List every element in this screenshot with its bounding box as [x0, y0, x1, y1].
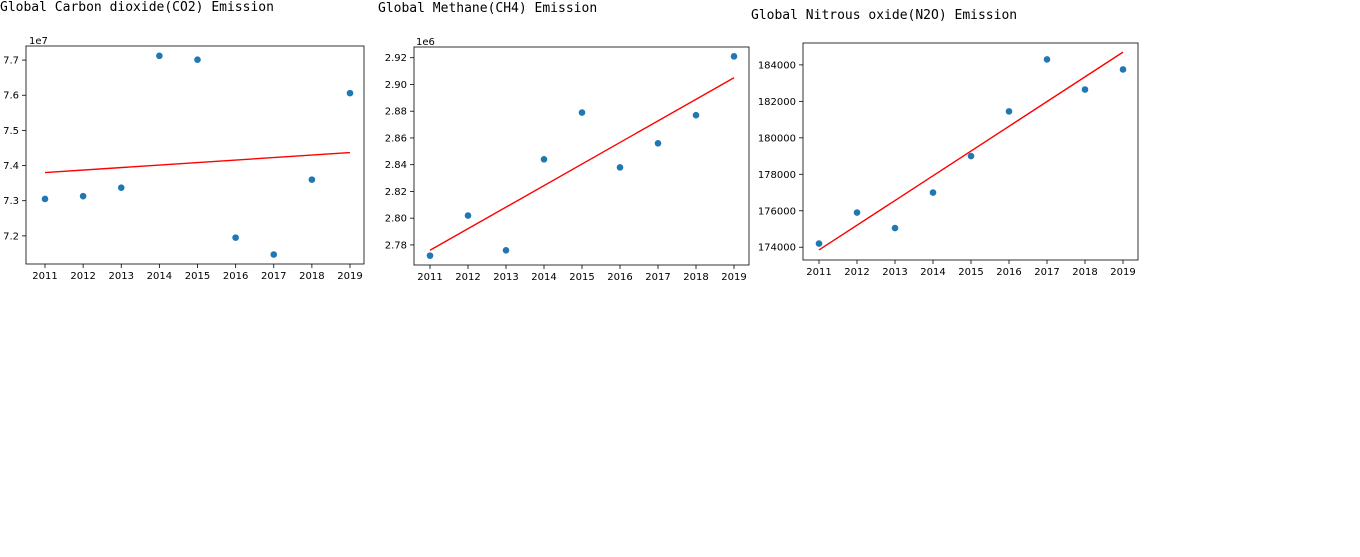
trend-line	[429, 77, 735, 251]
x-tick-label: 2019	[721, 272, 746, 283]
y-tick-label: 7.6	[3, 91, 19, 102]
data-point	[1043, 56, 1051, 63]
data-point	[464, 212, 472, 219]
x-tick-label: 2016	[223, 271, 248, 282]
x-tick-label: 2016	[996, 267, 1021, 278]
chart-title-co2: Global Carbon dioxide(CO2) Emission	[0, 0, 274, 15]
data-point	[929, 189, 937, 196]
data-point	[616, 164, 624, 171]
x-tick-label: 2013	[493, 272, 518, 283]
y-tick-label: 2.78	[385, 240, 407, 251]
axes-frame	[413, 46, 750, 266]
data-point	[540, 156, 548, 163]
x-tick-label: 2017	[645, 272, 670, 283]
x-tick-label: 2015	[958, 267, 983, 278]
y-tick-label: 7.7	[3, 56, 19, 67]
x-tick-label: 2019	[337, 271, 362, 282]
y-tick-label: 174000	[758, 243, 796, 254]
x-tick-label: 2019	[1110, 267, 1135, 278]
y-offset-label: 1e7	[29, 36, 48, 47]
x-tick-label: 2011	[806, 267, 831, 278]
data-point	[730, 53, 738, 60]
y-tick-label: 178000	[758, 170, 796, 181]
x-tick-label: 2012	[70, 271, 95, 282]
data-point	[1005, 108, 1013, 115]
x-tick-label: 2014	[920, 267, 945, 278]
data-point	[967, 152, 975, 160]
y-tick-label: 7.4	[3, 161, 19, 172]
data-point	[502, 246, 510, 254]
x-tick-label: 2016	[607, 272, 632, 283]
trend-line	[44, 151, 351, 174]
x-tick-label: 2014	[147, 271, 172, 282]
data-point	[270, 251, 278, 258]
y-tick-label: 2.92	[385, 53, 407, 64]
x-tick-label: 2011	[417, 272, 442, 283]
y-tick-label: 2.86	[385, 133, 407, 144]
x-tick-label: 2014	[531, 272, 556, 283]
y-tick-label: 2.84	[385, 160, 407, 171]
data-point	[891, 224, 899, 232]
data-point	[426, 252, 434, 259]
y-tick-label: 182000	[758, 97, 796, 108]
x-tick-label: 2015	[569, 272, 594, 283]
data-point	[41, 195, 49, 203]
y-tick-label: 7.2	[3, 231, 19, 242]
x-tick-label: 2018	[1072, 267, 1097, 278]
y-tick-label: 2.88	[385, 107, 407, 118]
chart-title-n2o: Global Nitrous oxide(N2O) Emission	[751, 8, 1018, 23]
chart-title-ch4: Global Methane(CH4) Emission	[378, 1, 598, 16]
trend-line	[818, 51, 1124, 251]
y-tick-label: 180000	[758, 133, 796, 144]
x-tick-label: 2018	[299, 271, 324, 282]
ch4-scatter-plot: 2011 2012 2013 2014 2015 2016 2017 2018 2019 2.78…	[385, 37, 750, 283]
data-point	[117, 184, 125, 191]
data-point	[654, 139, 662, 147]
y-tick-label: 7.3	[3, 196, 19, 207]
x-tick-label: 2013	[882, 267, 907, 278]
y-tick-label: 2.82	[385, 187, 407, 198]
data-point	[1119, 66, 1127, 73]
data-point	[346, 89, 354, 97]
axes-frame	[802, 42, 1139, 261]
x-tick-label: 2012	[844, 267, 869, 278]
y-tick-label: 2.90	[385, 80, 407, 91]
y-tick-label: 7.5	[3, 126, 19, 137]
x-tick-label: 2015	[185, 271, 210, 282]
y-tick-label: 176000	[758, 206, 796, 217]
data-point	[194, 56, 201, 64]
x-tick-label: 2017	[1034, 267, 1059, 278]
x-tick-label: 2012	[455, 272, 480, 283]
x-tick-label: 2018	[683, 272, 708, 283]
co2-scatter-plot: 2011 2012 2013 2014 2015 2016 2017 2018 2019 7.2 7…	[3, 36, 365, 282]
x-tick-label: 2017	[261, 271, 286, 282]
x-tick-label: 2011	[32, 271, 57, 282]
axes-frame	[25, 45, 365, 265]
n2o-scatter-plot: 2011 2012 2013 2014 2015 2016 2017 2018 2019 1740…	[758, 42, 1139, 278]
data-point	[232, 234, 239, 241]
data-point	[156, 52, 163, 60]
x-tick-label: 2013	[109, 271, 134, 282]
y-tick-label: 2.80	[385, 214, 407, 225]
data-point	[692, 111, 700, 119]
y-tick-label: 184000	[758, 60, 796, 71]
data-point	[308, 176, 316, 183]
data-point	[79, 192, 87, 200]
data-point	[815, 240, 823, 247]
y-offset-label: 1e6	[416, 37, 435, 48]
data-point	[578, 109, 586, 116]
data-point	[853, 209, 861, 216]
data-point	[1081, 86, 1089, 93]
